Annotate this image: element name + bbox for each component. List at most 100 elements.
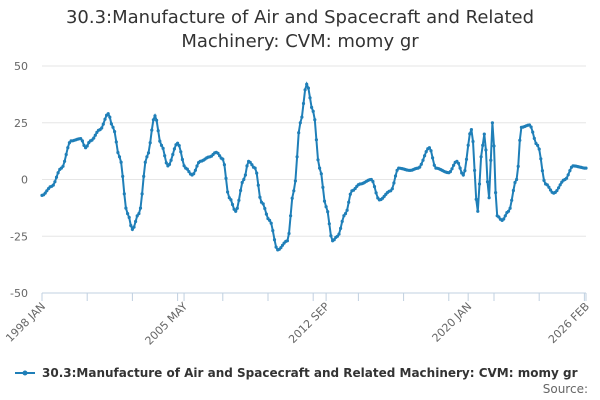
data-point[interactable]	[424, 150, 428, 154]
data-point[interactable]	[324, 205, 328, 209]
data-point[interactable]	[80, 139, 84, 143]
data-point[interactable]	[477, 182, 482, 186]
data-point[interactable]	[427, 146, 431, 150]
data-point[interactable]	[269, 221, 273, 225]
data-point[interactable]	[515, 177, 519, 182]
data-point[interactable]	[474, 197, 478, 201]
data-point[interactable]	[272, 238, 277, 242]
data-point[interactable]	[506, 209, 511, 213]
data-point[interactable]	[64, 152, 68, 157]
data-point[interactable]	[479, 155, 483, 159]
data-point[interactable]	[545, 183, 549, 187]
data-point[interactable]	[290, 196, 294, 200]
data-point[interactable]	[306, 86, 310, 90]
data-point[interactable]	[510, 198, 514, 202]
data-point[interactable]	[263, 206, 267, 211]
data-point[interactable]	[473, 168, 477, 172]
data-point[interactable]	[548, 188, 553, 192]
data-point[interactable]	[255, 171, 259, 175]
data-point[interactable]	[468, 132, 472, 136]
data-point[interactable]	[156, 129, 160, 133]
legend[interactable]: 30.3:Manufacture of Air and Spacecraft a…	[14, 366, 594, 380]
data-point[interactable]	[158, 139, 162, 143]
data-point[interactable]	[164, 161, 168, 165]
data-point[interactable]	[264, 212, 268, 216]
data-point[interactable]	[45, 189, 49, 193]
data-point[interactable]	[463, 169, 467, 173]
data-point[interactable]	[372, 185, 377, 189]
data-point[interactable]	[140, 192, 144, 196]
data-point[interactable]	[85, 144, 89, 148]
data-point[interactable]	[301, 101, 306, 106]
data-point[interactable]	[503, 214, 507, 218]
data-point[interactable]	[109, 122, 113, 126]
data-point[interactable]	[492, 144, 496, 148]
data-point[interactable]	[295, 155, 299, 159]
data-point[interactable]	[230, 202, 235, 207]
data-point[interactable]	[547, 185, 551, 189]
data-point[interactable]	[318, 166, 322, 170]
data-point[interactable]	[518, 138, 522, 142]
data-point[interactable]	[432, 163, 436, 167]
data-point[interactable]	[456, 161, 461, 165]
data-point[interactable]	[464, 157, 469, 161]
data-point[interactable]	[450, 167, 454, 171]
data-point[interactable]	[129, 223, 133, 228]
data-point[interactable]	[148, 141, 152, 145]
data-point[interactable]	[172, 147, 176, 151]
data-point[interactable]	[568, 169, 572, 173]
data-point[interactable]	[92, 136, 96, 140]
data-point[interactable]	[285, 239, 289, 243]
data-point[interactable]	[337, 232, 341, 236]
data-point[interactable]	[145, 155, 149, 159]
data-point[interactable]	[132, 225, 136, 229]
data-point[interactable]	[167, 162, 172, 166]
data-point[interactable]	[218, 154, 222, 158]
data-point[interactable]	[114, 140, 118, 144]
data-point[interactable]	[280, 243, 285, 247]
data-point[interactable]	[542, 178, 546, 182]
data-point[interactable]	[113, 130, 117, 134]
data-point[interactable]	[511, 188, 515, 193]
data-point[interactable]	[271, 229, 275, 233]
data-point[interactable]	[66, 146, 70, 150]
data-point[interactable]	[476, 209, 480, 213]
data-point[interactable]	[487, 196, 491, 200]
data-point[interactable]	[243, 173, 247, 177]
data-point[interactable]	[311, 109, 315, 113]
data-point[interactable]	[327, 222, 331, 226]
data-point[interactable]	[423, 154, 427, 158]
data-point[interactable]	[339, 226, 343, 230]
data-point[interactable]	[169, 158, 173, 162]
data-point[interactable]	[392, 181, 396, 185]
data-point[interactable]	[332, 238, 336, 242]
data-point[interactable]	[146, 151, 151, 155]
data-point[interactable]	[485, 180, 490, 184]
data-point[interactable]	[242, 177, 246, 182]
data-point[interactable]	[159, 143, 164, 147]
data-point[interactable]	[393, 174, 398, 178]
data-point[interactable]	[256, 183, 260, 187]
data-point[interactable]	[395, 168, 399, 172]
data-point[interactable]	[452, 163, 456, 167]
data-point[interactable]	[536, 143, 540, 147]
data-point[interactable]	[319, 172, 323, 176]
data-point[interactable]	[237, 198, 241, 202]
data-point[interactable]	[508, 206, 512, 210]
data-point[interactable]	[448, 170, 452, 174]
data-point[interactable]	[142, 174, 146, 178]
data-point[interactable]	[193, 168, 197, 172]
data-point[interactable]	[239, 188, 243, 193]
data-point[interactable]	[558, 183, 562, 187]
data-point[interactable]	[329, 234, 333, 238]
data-point[interactable]	[221, 157, 225, 161]
data-point[interactable]	[471, 139, 475, 144]
data-point[interactable]	[163, 154, 167, 158]
data-point[interactable]	[484, 148, 488, 152]
data-point[interactable]	[516, 164, 520, 168]
data-point[interactable]	[529, 125, 533, 129]
data-point[interactable]	[314, 138, 318, 142]
data-point[interactable]	[293, 179, 297, 183]
data-point[interactable]	[279, 246, 283, 250]
data-point[interactable]	[490, 121, 494, 125]
